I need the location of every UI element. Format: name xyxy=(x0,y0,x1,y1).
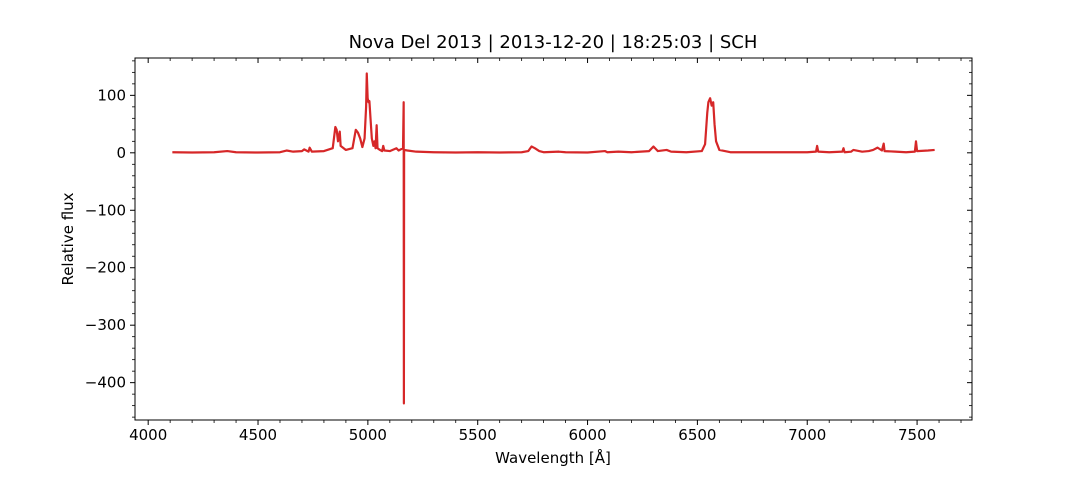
x-tick-label: 5000 xyxy=(349,426,387,444)
x-tick-label: 4000 xyxy=(129,426,167,444)
x-tick-label: 7500 xyxy=(898,426,936,444)
axes: 4000 4500 5000 5500 6000 6500 7000 7500 100 0 −100… xyxy=(85,57,973,444)
plot-frame xyxy=(134,57,973,421)
x-tick-label: 5500 xyxy=(459,426,497,444)
y-tick-label: 100 xyxy=(97,86,126,104)
y-tick-label: −400 xyxy=(85,374,126,392)
x-tick-label: 7000 xyxy=(788,426,826,444)
x-tick-label: 6500 xyxy=(678,426,716,444)
spectrum-series-line xyxy=(172,72,935,405)
y-tick-label: −300 xyxy=(85,316,126,334)
y-tick-label: −200 xyxy=(85,259,126,277)
x-tick-label: 4500 xyxy=(239,426,277,444)
x-tick-label: 6000 xyxy=(568,426,606,444)
chart-title: Nova Del 2013 | 2013-12-20 | 18:25:03 | … xyxy=(349,32,758,53)
plot-area xyxy=(172,72,935,405)
y-tick-label: −100 xyxy=(85,201,126,219)
x-axis-label: Wavelength [Å] xyxy=(495,448,611,467)
y-tick-label: 0 xyxy=(116,144,126,162)
y-axis-label: Relative flux xyxy=(59,192,77,285)
